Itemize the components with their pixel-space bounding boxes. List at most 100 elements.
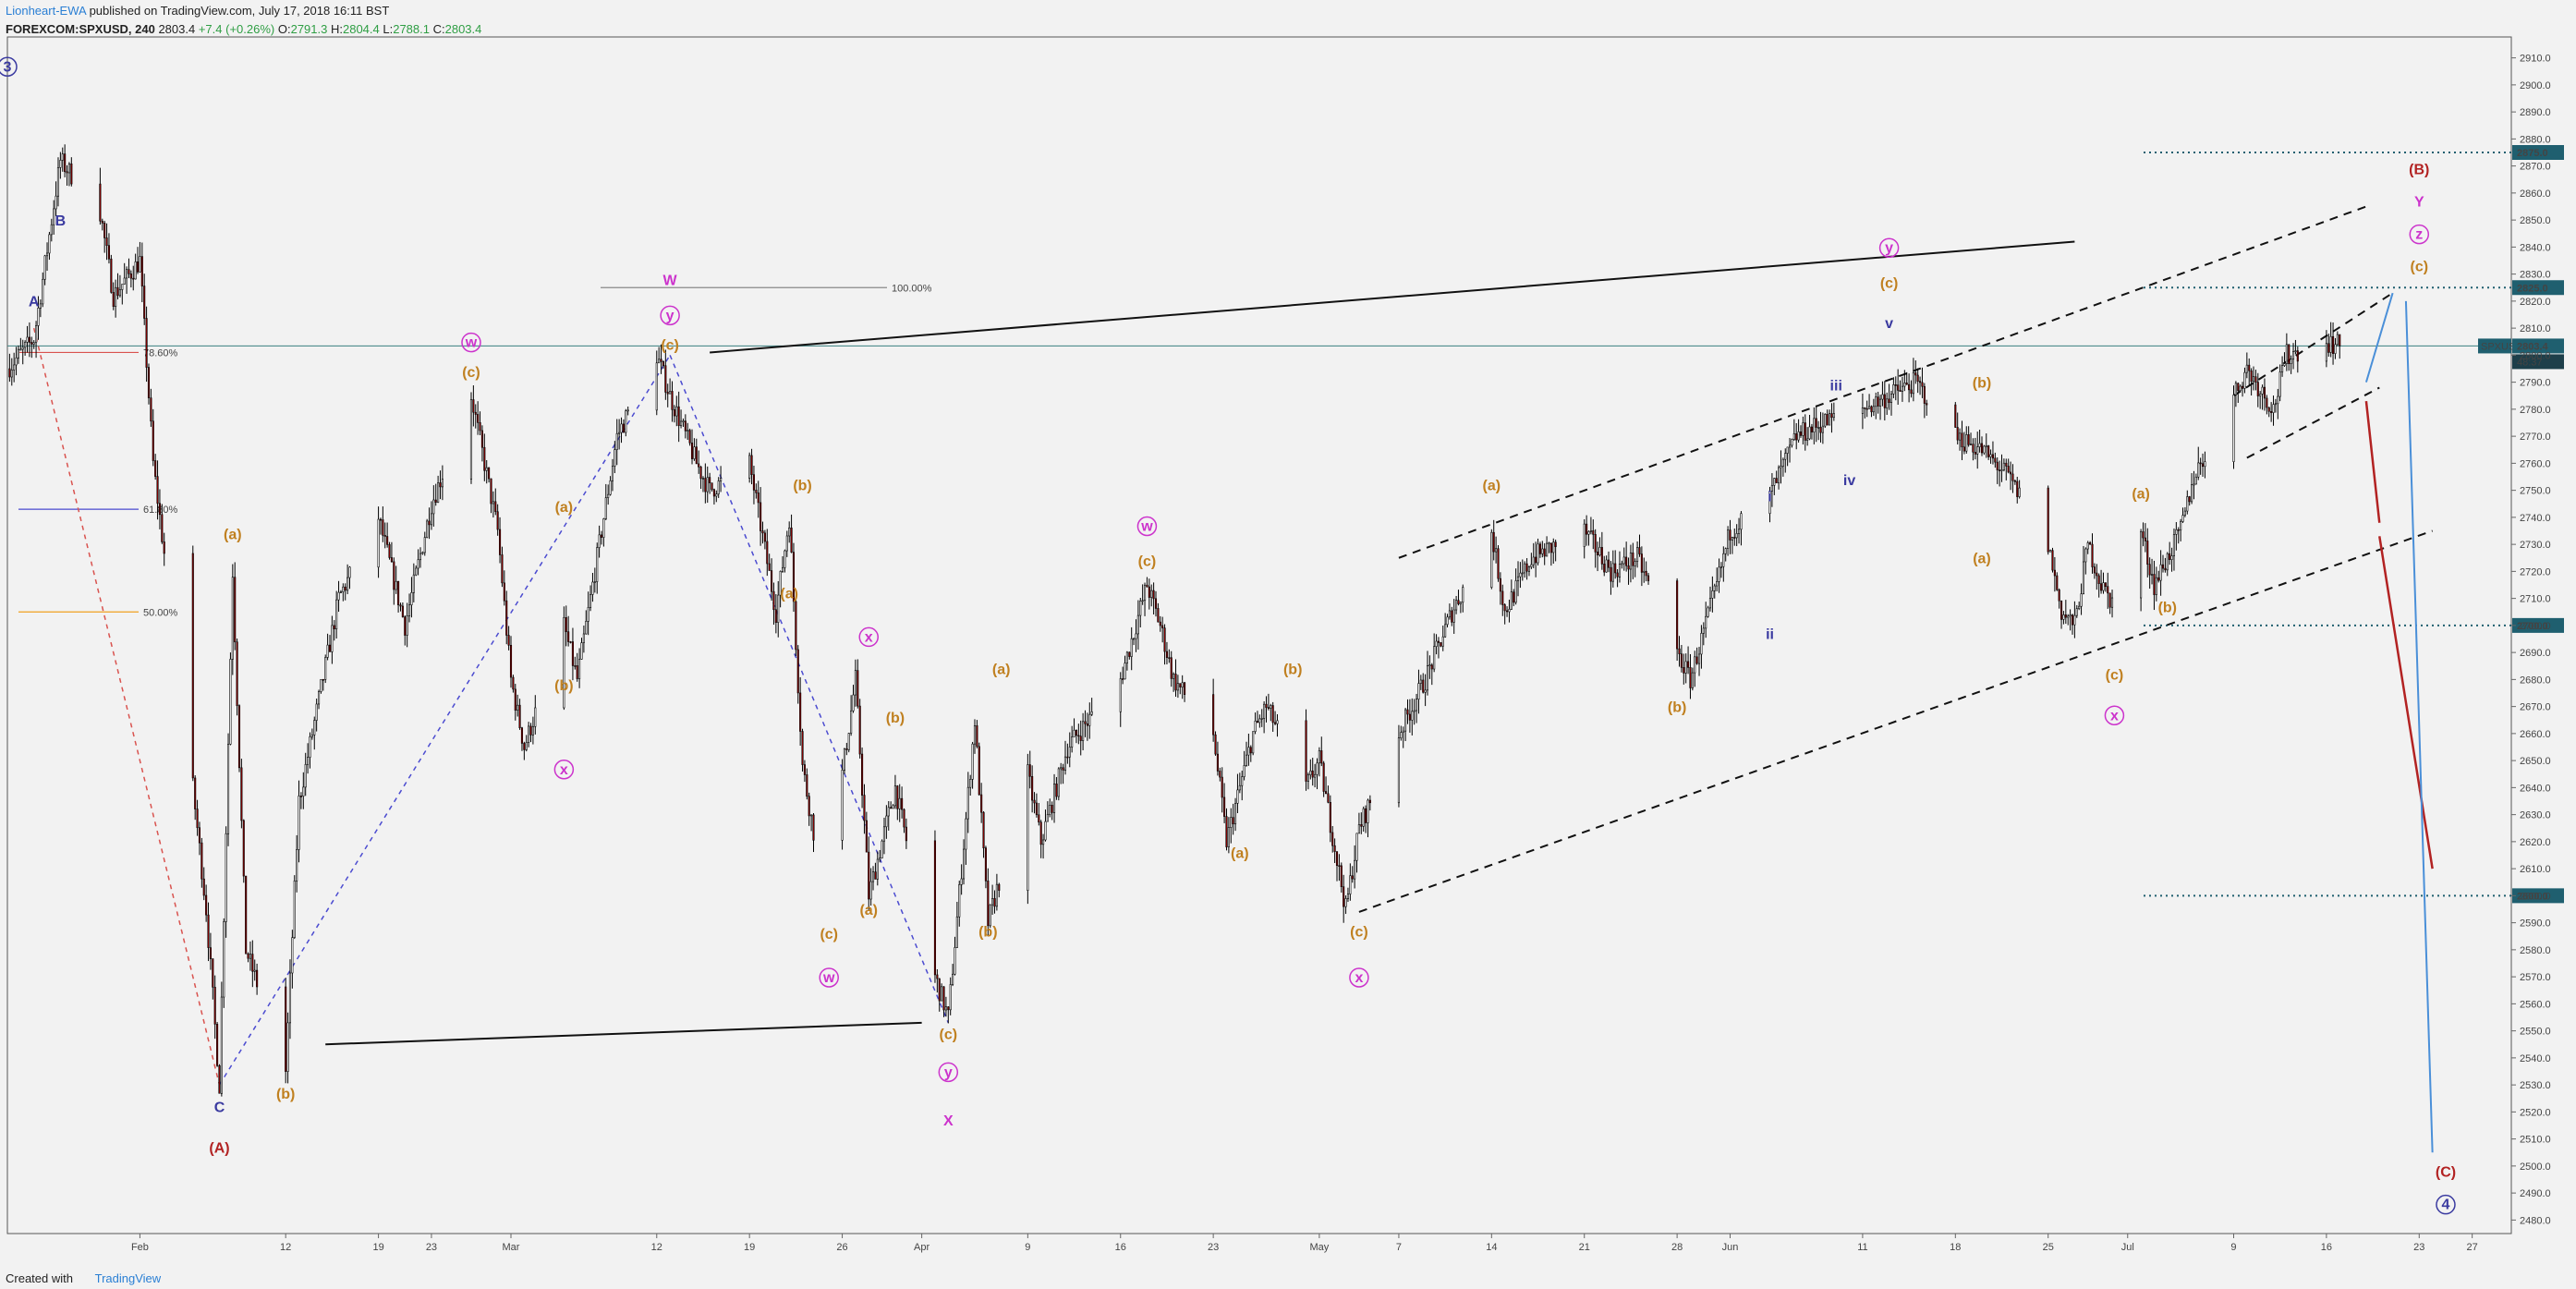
candle-body xyxy=(1708,598,1712,609)
candle-body xyxy=(1426,665,1429,691)
candle-body xyxy=(1711,590,1714,599)
candle-body xyxy=(2327,343,2330,353)
candle-body xyxy=(2075,608,2078,616)
x-tick-label: 12 xyxy=(651,1242,662,1253)
candle-body xyxy=(1230,817,1233,828)
candle-body xyxy=(1402,730,1404,733)
candle-body xyxy=(1139,601,1142,616)
candle-body xyxy=(857,670,859,707)
candle-body xyxy=(1501,590,1504,605)
candle-body xyxy=(45,252,49,257)
x-tick-label: 16 xyxy=(1115,1242,1126,1253)
candle-body xyxy=(1965,434,1968,452)
candle-body xyxy=(161,514,164,542)
candles xyxy=(8,144,2341,1097)
wave-label: (c) xyxy=(820,927,838,942)
candle-body xyxy=(2296,350,2299,362)
candle-body xyxy=(1899,390,1902,392)
candle-body xyxy=(1901,385,1903,392)
candle-body xyxy=(1143,584,1147,602)
candle-body xyxy=(1583,523,1586,547)
wave-label-circle xyxy=(858,626,879,648)
candle-body xyxy=(1084,721,1087,724)
candle-body xyxy=(569,641,572,643)
candle-body xyxy=(430,513,433,526)
candle-body xyxy=(1910,389,1913,395)
candle-body xyxy=(2047,487,2049,553)
candle-body xyxy=(1170,657,1173,679)
candle-body xyxy=(1611,563,1614,582)
candle-body xyxy=(1538,543,1541,554)
candle-body xyxy=(70,163,73,185)
candle-body xyxy=(99,183,102,222)
candle-body xyxy=(1216,753,1219,772)
candle-body xyxy=(1731,537,1733,541)
y-tick-label: 2520.0 xyxy=(2520,1107,2551,1118)
candle-body xyxy=(147,367,151,398)
candle-body xyxy=(1784,453,1787,460)
candle-body xyxy=(781,566,784,572)
candle-body xyxy=(580,642,583,660)
open-value: 2791.3 xyxy=(290,22,328,36)
candle-body xyxy=(1227,827,1230,847)
trend-lines xyxy=(32,205,2434,1153)
price-axis[interactable]: 2480.0 2490.0 2500.0 2510.0 2520.0 2530.0 2540… xyxy=(2511,54,2551,1227)
candle-body xyxy=(850,710,853,734)
candle-body xyxy=(1154,598,1158,609)
candle-body xyxy=(342,586,345,592)
x-tick-label: 28 xyxy=(1671,1242,1683,1253)
last-price: 2803.4 xyxy=(158,22,196,36)
candle-body xyxy=(766,541,769,565)
candle-body xyxy=(207,914,210,948)
y-tick-label: 2480.0 xyxy=(2520,1215,2551,1226)
y-tick-label: 2560.0 xyxy=(2520,999,2551,1010)
candle-body xyxy=(1051,805,1053,813)
time-axis[interactable]: Feb 12 19 23 Mar 12 19 26 Apr 9 16 23 May 7 14 21 28 Jun 1… xyxy=(131,1234,2478,1253)
close-label: C: xyxy=(432,22,445,36)
fib-label: 50.00% xyxy=(143,607,178,618)
candle-body xyxy=(750,455,753,475)
y-tick-label: 2880.0 xyxy=(2520,134,2551,145)
candle-body xyxy=(1168,657,1171,659)
candle-body xyxy=(24,342,27,348)
candle-body xyxy=(596,547,599,582)
candle-body xyxy=(1996,461,1999,470)
candle-body xyxy=(966,786,969,820)
y-tick-label: 2540.0 xyxy=(2520,1053,2551,1064)
candle-body xyxy=(1719,565,1722,568)
candle-body xyxy=(299,796,302,797)
y-tick-label: 2530.0 xyxy=(2520,1080,2551,1091)
candle-body xyxy=(2166,553,2169,571)
author-link[interactable]: Lionheart-EWA xyxy=(6,4,86,18)
candle-body xyxy=(55,195,57,210)
candle-body xyxy=(1428,664,1431,666)
candle-body xyxy=(256,969,259,988)
candle-body xyxy=(1788,444,1792,448)
candle-body xyxy=(469,399,473,480)
candle-body xyxy=(1646,575,1650,581)
candle-body xyxy=(1238,784,1241,791)
candle-body xyxy=(788,527,791,537)
candle-body xyxy=(107,245,111,260)
level-tag xyxy=(2512,145,2564,160)
candle-body xyxy=(128,269,130,274)
candle-body xyxy=(1174,674,1177,691)
tradingview-brand[interactable]: TradingView xyxy=(94,1271,162,1285)
candle-body xyxy=(847,733,850,750)
candle-body xyxy=(1513,591,1515,603)
candle-body xyxy=(1537,543,1539,564)
candle-body xyxy=(158,503,161,516)
candle-body xyxy=(1994,457,1997,463)
candle-body xyxy=(1232,817,1234,825)
candle-body xyxy=(2332,335,2335,354)
candle-body xyxy=(1700,633,1703,655)
candle-body xyxy=(1978,443,1981,447)
candle-body xyxy=(1832,413,1835,419)
candle-body xyxy=(1223,797,1226,817)
candle-body xyxy=(496,511,499,530)
candle-body xyxy=(2073,614,2076,626)
candle-body xyxy=(1128,651,1131,657)
y-tick-label: 2610.0 xyxy=(2520,864,2551,875)
candle-body xyxy=(1044,821,1047,841)
